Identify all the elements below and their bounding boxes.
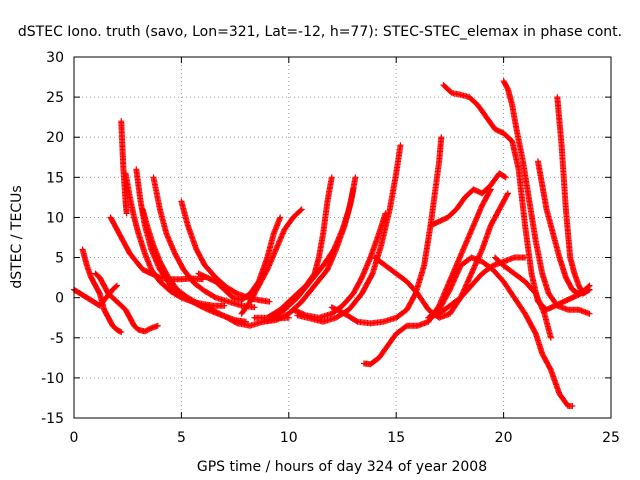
data-point-marker xyxy=(397,142,404,149)
data-series xyxy=(268,186,357,321)
data-series xyxy=(554,94,593,297)
data-point-marker xyxy=(123,210,130,217)
chart-title: dSTEC Iono. truth (savo, Lon=321, Lat=-1… xyxy=(18,24,622,40)
data-point-marker xyxy=(368,271,375,278)
data-point-marker xyxy=(328,174,335,181)
data-series xyxy=(238,206,305,317)
data-point-marker xyxy=(438,134,445,141)
data-point-marker xyxy=(211,293,218,300)
data-point-marker xyxy=(297,207,304,214)
data-series xyxy=(139,206,292,329)
y-tick-label: 20 xyxy=(46,130,64,146)
x-tick-label: 10 xyxy=(280,430,298,446)
data-series xyxy=(92,270,161,335)
data-series xyxy=(492,254,554,341)
data-point-marker xyxy=(266,298,273,305)
data-series xyxy=(500,78,593,317)
y-tick-label: -15 xyxy=(41,411,64,427)
data-series xyxy=(150,174,258,311)
data-points xyxy=(71,78,593,409)
data-series xyxy=(534,158,593,297)
data-series xyxy=(328,134,445,327)
data-point-marker xyxy=(117,328,124,335)
data-point-marker xyxy=(352,174,359,181)
data-point-marker xyxy=(569,402,576,409)
data-series xyxy=(425,254,576,409)
data-series xyxy=(251,174,335,321)
data-point-marker xyxy=(221,302,228,309)
data-point-marker xyxy=(154,322,161,329)
data-series xyxy=(178,198,273,305)
y-axis-label: dSTEC / TECUs xyxy=(9,185,25,288)
data-series xyxy=(79,246,125,336)
x-tick-label: 0 xyxy=(70,430,79,446)
x-tick-label: 25 xyxy=(602,430,620,446)
ticks: 0 5 10 15 20 25 -15 -10 -5 0 5 10 15 20 25 30 xyxy=(41,50,620,446)
data-point-marker xyxy=(353,318,360,325)
data-point-marker xyxy=(118,329,125,336)
y-tick-label: 15 xyxy=(46,170,64,186)
y-tick-label: -5 xyxy=(50,331,64,347)
x-tick-label: 5 xyxy=(177,430,186,446)
x-tick-label: 15 xyxy=(387,430,405,446)
x-tick-label: 20 xyxy=(495,430,513,446)
data-series xyxy=(427,170,509,229)
data-point-marker xyxy=(112,283,119,290)
data-point-marker xyxy=(586,310,593,317)
y-tick-label: 30 xyxy=(46,50,64,66)
data-point-marker xyxy=(586,286,593,293)
grid xyxy=(74,57,611,418)
data-point-marker xyxy=(504,190,511,197)
y-tick-label: 5 xyxy=(55,251,64,267)
data-point-marker xyxy=(232,319,239,326)
plot-frame xyxy=(73,56,612,419)
y-tick-label: 0 xyxy=(55,291,64,307)
data-point-marker xyxy=(502,174,509,181)
data-point-marker xyxy=(350,186,357,193)
data-point-marker xyxy=(504,191,511,198)
data-point-marker xyxy=(277,214,284,221)
y-tick-label: 10 xyxy=(46,210,64,226)
y-tick-label: 25 xyxy=(46,90,64,106)
data-series xyxy=(195,214,284,304)
data-point-marker xyxy=(113,282,120,289)
y-tick-label: -10 xyxy=(41,371,64,387)
data-point-marker xyxy=(251,304,258,311)
data-point-marker xyxy=(585,287,592,294)
data-point-marker xyxy=(547,334,554,341)
data-point-marker xyxy=(501,173,508,180)
data-point-marker xyxy=(298,206,305,213)
x-axis-label: GPS time / hours of day 324 of year 2008 xyxy=(197,459,487,475)
